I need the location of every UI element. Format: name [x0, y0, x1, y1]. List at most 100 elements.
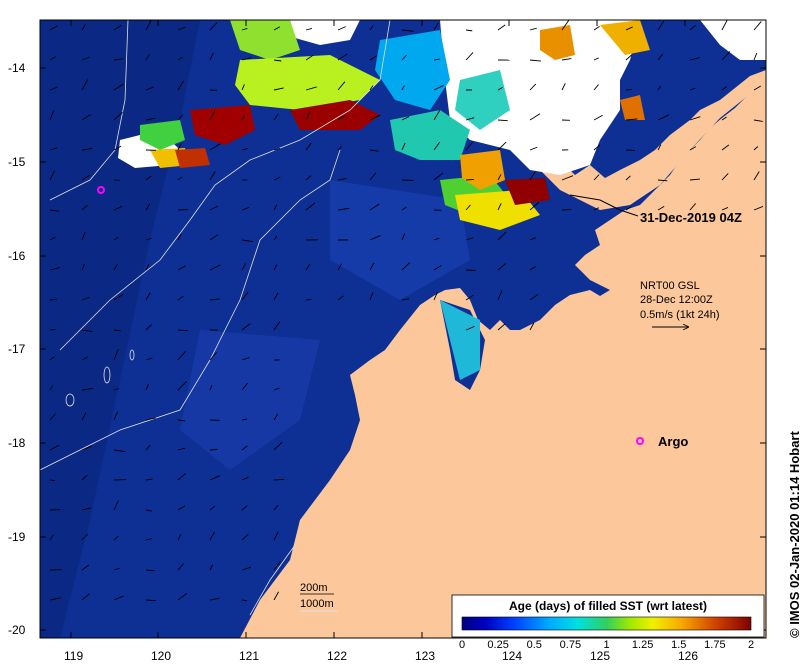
current-vector	[337, 146, 343, 151]
current-vector	[113, 500, 119, 511]
current-vector	[497, 323, 506, 331]
current-vector	[81, 329, 93, 333]
current-vector	[337, 263, 343, 271]
argo-label: Argo	[658, 434, 688, 449]
current-vector	[177, 80, 184, 91]
current-vector	[561, 83, 566, 91]
current-vector	[177, 350, 186, 361]
cloud-area	[700, 20, 766, 60]
current-vector	[433, 58, 440, 61]
current-vector	[113, 411, 118, 421]
colorbar-gradient	[461, 616, 752, 631]
current-vector	[177, 447, 185, 451]
current-vector	[49, 413, 56, 421]
sst-age-patch	[290, 100, 380, 130]
current-vector	[401, 54, 407, 61]
current-vector	[401, 142, 406, 151]
sst-age-patch	[440, 300, 480, 380]
current-vector	[465, 117, 475, 121]
current-vector	[145, 86, 154, 91]
current-vector	[145, 263, 150, 271]
current-vector	[209, 564, 214, 571]
current-vector	[689, 203, 696, 211]
current-vector	[81, 79, 89, 91]
current-vector	[145, 324, 152, 331]
current-vector	[113, 24, 122, 31]
current-vector	[81, 387, 94, 391]
current-vector	[81, 56, 90, 61]
current-model-label: NRT00 GSL	[640, 280, 700, 292]
current-vector	[49, 534, 54, 541]
current-vector	[401, 298, 410, 301]
current-vector	[305, 175, 312, 181]
current-vector	[497, 203, 502, 211]
current-vector	[113, 535, 119, 541]
current-vector	[113, 83, 124, 91]
current-vector	[593, 114, 603, 121]
current-vector	[529, 146, 538, 151]
current-vector	[721, 86, 727, 91]
isobath-contour	[40, 149, 341, 471]
current-vector	[337, 178, 347, 181]
current-vector	[113, 348, 119, 361]
colorbar-tick-label: 0	[459, 639, 465, 651]
isobath-contour	[249, 544, 296, 616]
current-vector	[49, 147, 58, 151]
current-vector	[209, 22, 218, 31]
current-vector	[369, 203, 380, 211]
current-vector	[241, 566, 252, 571]
deep-ocean-patch	[40, 20, 200, 638]
current-vector	[177, 534, 182, 541]
current-vector	[241, 445, 248, 451]
current-vector	[689, 178, 700, 181]
lon-tick-label: 119	[64, 649, 83, 663]
current-vector	[113, 388, 119, 391]
current-vector	[241, 84, 245, 91]
current-vector	[209, 205, 218, 211]
current-vector	[145, 20, 152, 31]
current-vector	[273, 591, 279, 601]
current-vector	[177, 505, 186, 511]
current-vector	[593, 144, 601, 151]
current-vector	[529, 171, 536, 181]
current-vector	[113, 329, 121, 332]
lat-tick-label: -19	[8, 530, 26, 544]
current-vector	[625, 88, 632, 91]
current-vector	[81, 507, 92, 511]
current-vector	[529, 237, 536, 241]
current-vector	[81, 296, 90, 301]
current-vector	[433, 172, 444, 181]
current-vector	[145, 237, 152, 241]
pass-time-label: 31-Dec-2019 04Z	[640, 210, 742, 225]
current-vector	[241, 418, 248, 421]
current-vector	[497, 263, 507, 271]
current-vector	[81, 356, 89, 361]
current-vector	[401, 85, 405, 91]
current-vector	[177, 381, 187, 391]
current-vector	[145, 417, 156, 421]
current-vector	[625, 175, 631, 181]
current-vector	[689, 116, 701, 121]
current-vector	[209, 52, 214, 61]
isobath-contour	[129, 349, 135, 361]
sst-age-patch	[620, 95, 645, 120]
current-vector	[81, 23, 86, 31]
current-vector	[625, 118, 638, 121]
colorbar-tick-label: 1.75	[704, 639, 725, 651]
current-vector	[305, 54, 314, 61]
current-vector	[369, 235, 381, 241]
colorbar-tick-label: 1.5	[671, 639, 686, 651]
current-vector	[625, 206, 632, 211]
current-vector	[273, 148, 281, 151]
current-vector	[145, 54, 150, 61]
current-vector	[113, 58, 124, 61]
current-vector	[593, 26, 600, 31]
cloud-area	[290, 20, 360, 45]
current-vector	[465, 326, 475, 331]
current-vector	[177, 419, 186, 422]
current-vector	[369, 25, 374, 31]
current-vector	[49, 385, 54, 391]
current-vector	[305, 86, 317, 91]
current-vector	[241, 57, 252, 61]
